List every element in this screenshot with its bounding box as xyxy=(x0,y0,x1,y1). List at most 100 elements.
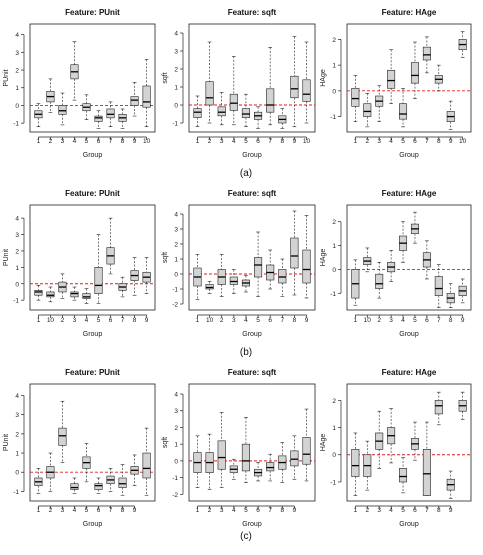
y-tick-label: 1 xyxy=(332,425,336,432)
box xyxy=(58,427,67,446)
x-tick-label: 8 xyxy=(121,507,125,514)
chart-title: Feature: HAge xyxy=(382,189,437,198)
x-tick-label: 4 xyxy=(232,138,236,145)
y-tick-label: 1 xyxy=(15,451,19,458)
box xyxy=(34,290,43,296)
y-tick-label: 1 xyxy=(332,243,336,250)
box xyxy=(70,291,79,298)
box xyxy=(106,108,115,119)
box xyxy=(217,440,226,470)
chart-title: Feature: PUnit xyxy=(65,8,120,17)
y-tick-label: 3 xyxy=(174,49,178,56)
x-tick-label: 3 xyxy=(389,317,393,324)
plot-frame xyxy=(188,23,316,133)
y-tick-label: 0 xyxy=(332,452,336,459)
y-tick-label: 2 xyxy=(174,67,178,74)
box xyxy=(290,75,299,99)
x-tick-label: 8 xyxy=(449,317,453,324)
chart-panel-6: Feature: HAge -1 0 1 2 HAge 1 10 2 3 4 5 6 7 8 9 Group xyxy=(320,189,472,338)
x-tick-label: 6 xyxy=(268,317,272,324)
x-tick-label: 1 xyxy=(354,138,358,145)
box xyxy=(375,273,384,289)
x-tick-label: 10 xyxy=(206,317,214,324)
box xyxy=(302,437,311,465)
y-axis-label: PUnit xyxy=(3,69,10,86)
y-tick-label: 4 xyxy=(15,393,19,400)
x-axis-label: Group xyxy=(83,152,103,159)
x-axis-label: Group xyxy=(83,521,103,528)
x-tick-label: 4 xyxy=(73,507,77,514)
x-tick-label: 6 xyxy=(97,507,101,514)
x-tick-label: 1 xyxy=(37,317,41,324)
x-tick-label: 5 xyxy=(244,138,248,145)
x-axis-label: Group xyxy=(399,521,419,528)
panel-caption: (c) xyxy=(240,531,252,542)
x-tick-label: 6 xyxy=(256,507,260,514)
plot-frame xyxy=(29,204,156,311)
box xyxy=(130,96,139,106)
x-tick-label: 5 xyxy=(97,317,101,324)
y-tick-label: 1 xyxy=(332,63,336,70)
y-tick-label: 0 xyxy=(174,272,178,279)
box xyxy=(302,249,311,284)
x-tick-label: 1 xyxy=(196,507,200,514)
x-tick-label: 2 xyxy=(49,507,53,514)
y-tick-label: 2 xyxy=(332,219,336,226)
x-tick-label: 7 xyxy=(268,507,272,514)
x-tick-label: 10 xyxy=(303,138,311,145)
y-tick-label: -1 xyxy=(330,291,336,298)
x-tick-label: 6 xyxy=(256,138,260,145)
y-tick-label: 4 xyxy=(15,32,19,39)
box xyxy=(387,69,396,89)
y-tick-label: 2 xyxy=(332,398,336,405)
y-tick-label: 4 xyxy=(174,31,178,38)
y-axis-label: sqft xyxy=(162,252,169,263)
y-tick-label: 0 xyxy=(15,281,19,288)
plot-frame xyxy=(29,383,156,502)
chart-title: Feature: HAge xyxy=(382,368,437,377)
x-tick-label: 10 xyxy=(459,138,467,145)
box xyxy=(266,462,275,472)
box xyxy=(70,483,79,490)
panel-caption: (a) xyxy=(240,168,252,179)
panel-caption: (b) xyxy=(240,347,252,358)
x-tick-label: 3 xyxy=(377,507,381,514)
x-tick-label: 2 xyxy=(49,138,53,145)
plot-frame xyxy=(29,23,156,133)
x-tick-label: 10 xyxy=(143,138,151,145)
box xyxy=(422,449,431,496)
x-tick-label: 10 xyxy=(47,317,55,324)
chart-title: Feature: sqft xyxy=(228,8,277,17)
x-tick-label: 8 xyxy=(280,138,284,145)
y-axis-label: HAge xyxy=(320,69,327,87)
x-tick-label: 7 xyxy=(268,138,272,145)
y-tick-label: 1 xyxy=(174,85,178,92)
x-tick-label: 2 xyxy=(220,317,224,324)
y-axis-label: HAge xyxy=(320,434,327,452)
x-tick-label: 5 xyxy=(244,507,248,514)
x-axis-label: Group xyxy=(242,331,262,338)
x-tick-label: 8 xyxy=(437,507,441,514)
x-tick-label: 4 xyxy=(73,138,77,145)
x-tick-label: 6 xyxy=(425,317,429,324)
plot-frame xyxy=(346,383,472,502)
y-tick-label: -1 xyxy=(13,489,19,496)
x-tick-label: 7 xyxy=(280,317,284,324)
x-tick-label: 6 xyxy=(109,317,113,324)
x-tick-label: 7 xyxy=(425,138,429,145)
x-tick-label: 9 xyxy=(449,507,453,514)
chart-panel-2: Feature: sqft -1 0 1 2 3 4 sqft 1 2 3 4 5 6 7 8 9 10 Group xyxy=(162,8,316,159)
x-tick-label: 1 xyxy=(354,317,358,324)
y-tick-label: 3 xyxy=(174,408,178,415)
box xyxy=(351,87,360,107)
box xyxy=(229,93,238,111)
x-tick-label: 1 xyxy=(354,507,358,514)
y-tick-label: -1 xyxy=(172,287,178,294)
y-axis-label: sqft xyxy=(162,437,169,448)
box xyxy=(410,62,419,84)
x-tick-label: 3 xyxy=(61,507,65,514)
y-tick-label: -1 xyxy=(330,114,336,121)
x-tick-label: 9 xyxy=(133,138,137,145)
